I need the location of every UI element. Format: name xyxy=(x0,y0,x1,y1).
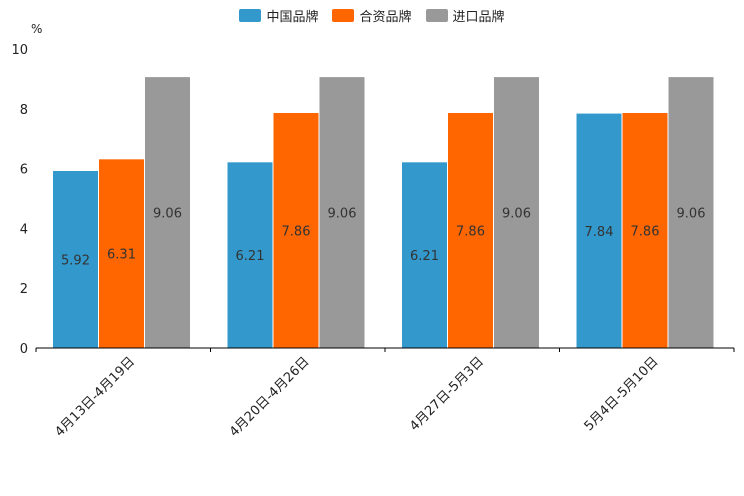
bar-0-0 xyxy=(53,170,98,348)
y-tick-label-1: 2 xyxy=(20,282,28,297)
bar-2-2 xyxy=(494,77,539,348)
y-tick-label-0: 0 xyxy=(20,342,28,357)
bar-1-0 xyxy=(227,162,273,348)
bar-value-label-3-1: 7.86 xyxy=(631,224,660,239)
bar-3-1 xyxy=(622,112,668,349)
y-unit-label: % xyxy=(31,22,42,36)
bar-value-label-2-0: 6.21 xyxy=(410,249,439,264)
bar-value-label-0-2: 9.06 xyxy=(153,207,182,222)
legend-item-china[interactable]: 中国品牌 xyxy=(239,6,318,25)
bar-value-label-3-0: 7.84 xyxy=(585,225,614,240)
x-category-label-0: 4月13日-4月19日 xyxy=(52,354,138,440)
y-tick-label-3: 6 xyxy=(20,163,28,178)
bar-2-0 xyxy=(402,162,447,348)
bar-value-label-1-2: 9.06 xyxy=(328,207,357,222)
legend-label-china: 中国品牌 xyxy=(266,10,319,25)
bar-value-label-2-1: 7.86 xyxy=(456,224,485,239)
bar-value-label-0-1: 6.31 xyxy=(107,248,136,263)
bar-value-label-1-0: 6.21 xyxy=(236,249,265,264)
legend-label-jv: 合资品牌 xyxy=(359,10,412,25)
legend-swatch-jv xyxy=(332,9,355,22)
x-category-label-2: 4月27日-5月3日 xyxy=(407,354,487,434)
x-category-label-1: 4月20日-4月26日 xyxy=(227,354,313,440)
legend-label-import: 进口品牌 xyxy=(452,10,505,25)
bar-value-label-0-0: 5.92 xyxy=(61,253,90,268)
x-category-label-3: 5月4日-5月10日 xyxy=(582,354,662,434)
legend-item-import[interactable]: 进口品牌 xyxy=(425,6,505,25)
bar-2-1 xyxy=(448,112,493,349)
bar-3-0 xyxy=(576,113,622,348)
legend-swatch-import xyxy=(425,9,448,22)
bar-1-2 xyxy=(319,77,365,348)
bar-value-label-3-2: 9.06 xyxy=(677,207,706,222)
bar-0-2 xyxy=(145,77,190,348)
bar-1-1 xyxy=(273,112,319,349)
chart-legend: 中国品牌 合资品牌 进口品牌 xyxy=(0,6,744,25)
legend-swatch-china xyxy=(239,9,262,22)
bar-3-2 xyxy=(668,77,714,348)
y-tick-label-4: 8 xyxy=(20,103,28,118)
legend-item-jv[interactable]: 合资品牌 xyxy=(332,6,412,25)
bar-value-label-2-2: 9.06 xyxy=(502,207,531,222)
bar-0-1 xyxy=(99,159,144,348)
y-tick-label-5: 10 xyxy=(11,43,28,58)
bar-value-label-1-1: 7.86 xyxy=(282,224,311,239)
y-tick-label-2: 4 xyxy=(20,222,28,237)
